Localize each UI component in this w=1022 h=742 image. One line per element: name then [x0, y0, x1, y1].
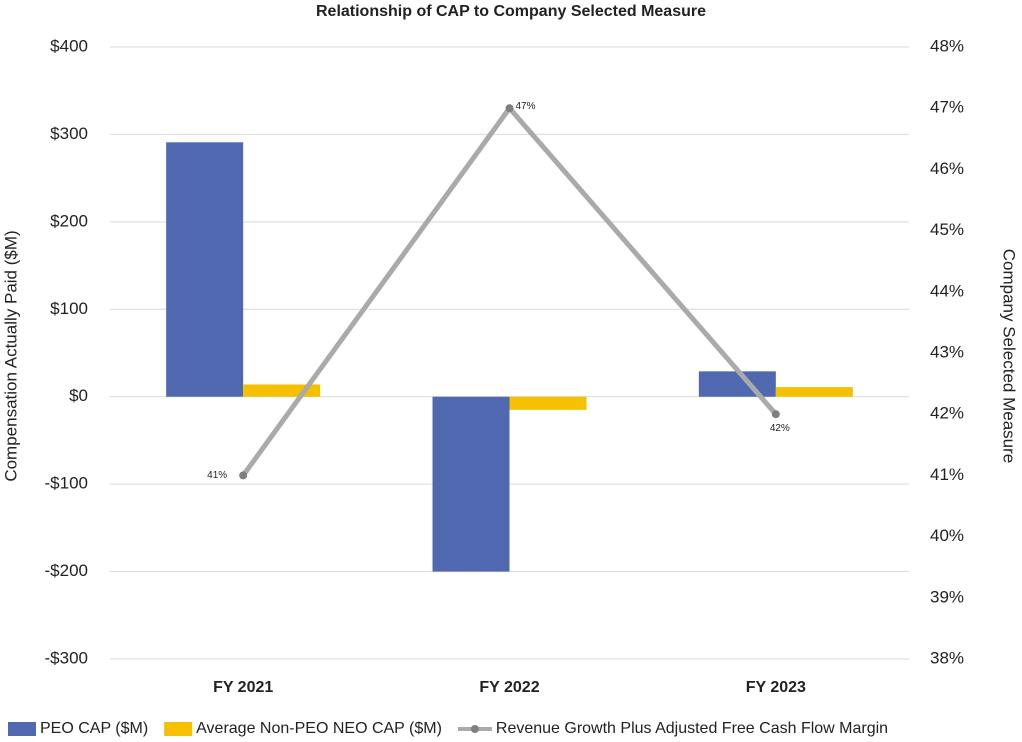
legend-swatch [470, 725, 479, 733]
y-tick-label: -$100 [45, 474, 88, 493]
legend-label: Revenue Growth Plus Adjusted Free Cash F… [496, 720, 888, 737]
bar [166, 142, 244, 397]
y2-tick-label: 43% [930, 342, 964, 361]
y-tick-label: $100 [50, 299, 88, 318]
y2-axis-title: Company Selected Measure [1000, 249, 1019, 464]
x-tick-label: FY 2021 [213, 679, 273, 696]
bar [775, 387, 853, 397]
y-tick-label: $400 [50, 36, 88, 55]
y-tick-label: -$300 [45, 648, 88, 667]
y2-tick-label: 45% [930, 220, 964, 239]
data-label: 47% [516, 101, 536, 112]
y-tick-label: $0 [69, 386, 88, 405]
data-label: 41% [207, 470, 227, 481]
y-tick-label: $300 [50, 124, 88, 143]
y2-tick-label: 38% [930, 648, 964, 667]
legend-swatch [164, 722, 193, 736]
legend-label: PEO CAP ($M) [40, 720, 148, 737]
line-marker [771, 410, 780, 419]
chart-title: Relationship of CAP to Company Selected … [316, 3, 706, 20]
data-label: 42% [770, 423, 790, 434]
y2-tick-label: 46% [930, 159, 964, 178]
y-tick-label: $200 [50, 211, 88, 230]
bar [432, 396, 510, 572]
y2-tick-label: 40% [930, 526, 964, 545]
x-tick-label: FY 2023 [746, 679, 806, 696]
y-tick-label: -$200 [45, 561, 88, 580]
legend-swatch [8, 722, 36, 736]
y2-tick-label: 48% [930, 36, 964, 55]
y2-tick-label: 47% [930, 98, 964, 117]
legend-label: Average Non-PEO NEO CAP ($M) [196, 720, 442, 737]
bar [698, 371, 776, 397]
bar [509, 396, 587, 410]
y2-tick-label: 44% [930, 281, 964, 300]
line-marker [239, 471, 248, 480]
line-marker [505, 104, 514, 113]
y-axis-title: Compensation Actually Paid ($M) [1, 230, 20, 481]
y2-tick-label: 39% [930, 587, 964, 606]
x-tick-label: FY 2022 [479, 679, 539, 696]
y2-tick-label: 42% [930, 404, 964, 423]
y2-tick-label: 41% [930, 465, 964, 484]
